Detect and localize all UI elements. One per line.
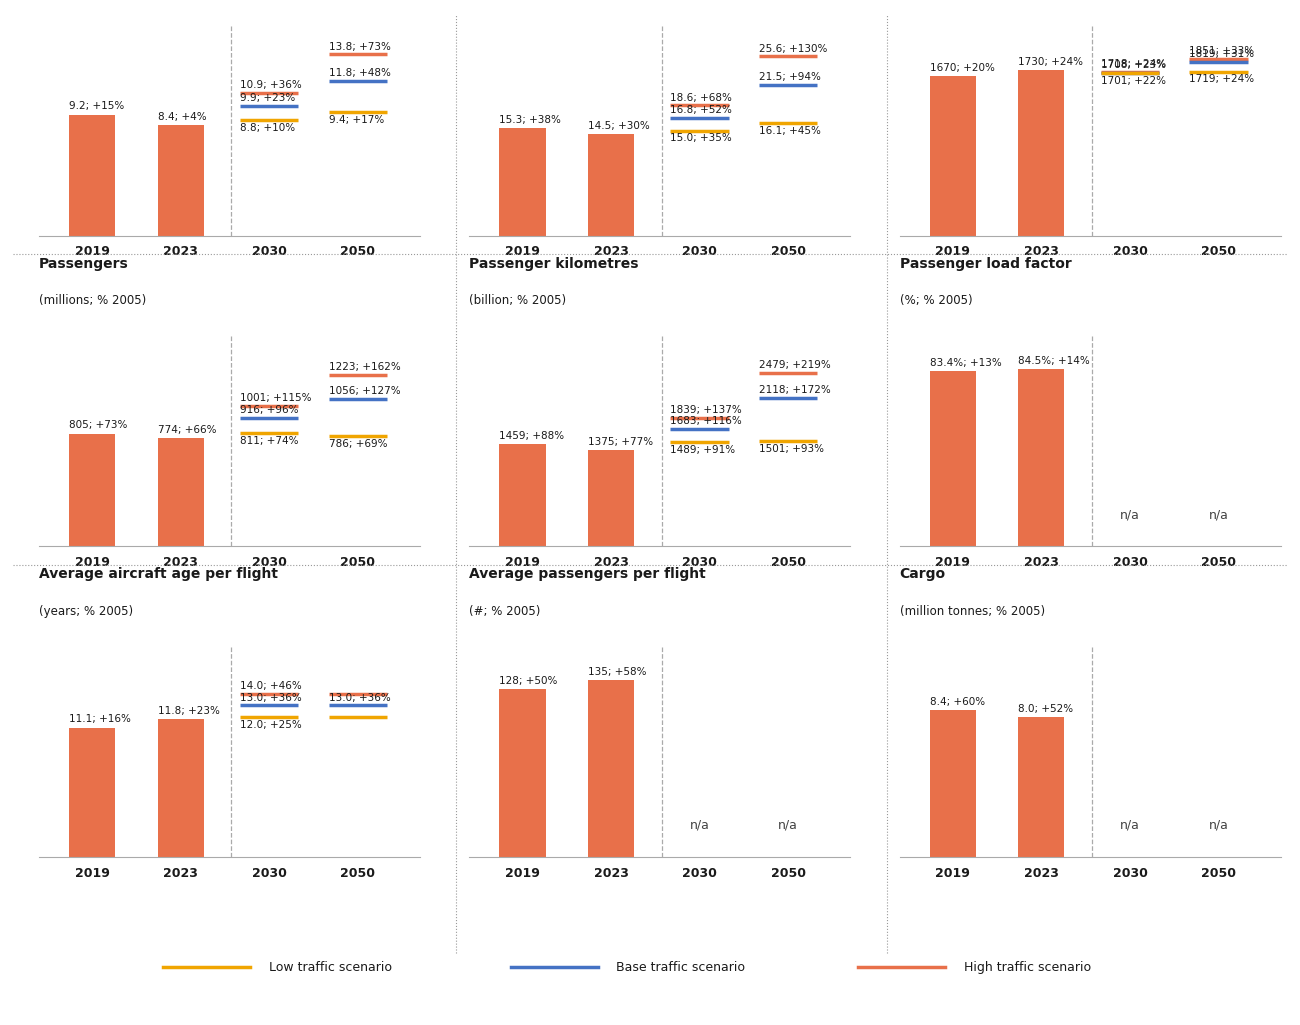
Bar [499,689,546,857]
Text: 9.4; +17%: 9.4; +17% [329,115,383,125]
Text: 1851; +33%: 1851; +33% [1190,46,1254,56]
Text: 13.0; +36%: 13.0; +36% [329,693,390,703]
Text: Passenger load factor: Passenger load factor [900,256,1071,271]
Text: 135; +58%: 135; +58% [588,666,646,676]
Bar [588,680,634,857]
Bar [499,444,546,546]
Text: 12.0; +25%: 12.0; +25% [240,720,302,730]
Text: n/a: n/a [779,819,798,832]
Text: 9.9; +23%: 9.9; +23% [240,93,295,102]
Text: 805; +73%: 805; +73% [69,420,127,430]
Text: 21.5; +94%: 21.5; +94% [759,73,820,82]
Text: n/a: n/a [1121,508,1140,521]
Text: Passenger kilometres: Passenger kilometres [469,256,638,271]
Bar [930,76,976,236]
Text: 8.8; +10%: 8.8; +10% [240,123,295,133]
Text: 1719; +24%: 1719; +24% [1190,74,1254,84]
Text: n/a: n/a [1209,819,1228,832]
Text: Passengers: Passengers [39,256,129,271]
Text: 16.8; +52%: 16.8; +52% [671,106,732,115]
Text: n/a: n/a [1209,508,1228,521]
Bar [69,434,116,546]
Text: 1375; +77%: 1375; +77% [588,437,653,447]
Text: n/a: n/a [1121,819,1140,832]
Text: 1001; +115%: 1001; +115% [240,394,312,404]
Text: 8.0; +52%: 8.0; +52% [1018,704,1074,713]
Bar [69,728,116,857]
Text: 84.5%; +14%: 84.5%; +14% [1018,356,1091,366]
Text: (million tonnes; % 2005): (million tonnes; % 2005) [900,605,1045,618]
Text: 2479; +219%: 2479; +219% [759,360,831,370]
Text: 14.5; +30%: 14.5; +30% [588,121,650,131]
Text: High traffic scenario: High traffic scenario [963,960,1091,974]
Text: 1056; +127%: 1056; +127% [329,385,400,396]
Text: 25.6; +130%: 25.6; +130% [759,44,827,53]
Text: (years; % 2005): (years; % 2005) [39,605,133,618]
Text: n/a: n/a [690,819,710,832]
Text: 1670; +20%: 1670; +20% [930,63,994,73]
Text: 1701; +22%: 1701; +22% [1101,76,1166,86]
Bar [930,710,976,857]
Text: 1708; +23%: 1708; +23% [1101,59,1166,70]
Text: (billion; % 2005): (billion; % 2005) [469,294,567,307]
Text: 11.8; +23%: 11.8; +23% [157,706,220,716]
Text: 15.3; +38%: 15.3; +38% [499,115,562,125]
Text: 9.2; +15%: 9.2; +15% [69,101,125,112]
Text: 10.9; +36%: 10.9; +36% [240,80,302,90]
Text: 1223; +162%: 1223; +162% [329,363,400,372]
Bar [499,128,546,236]
Bar [69,115,116,236]
Text: (%; % 2005): (%; % 2005) [900,294,972,307]
Text: 811; +74%: 811; +74% [240,436,299,446]
Text: 1839; +137%: 1839; +137% [671,405,742,415]
Text: 8.4; +4%: 8.4; +4% [157,112,207,122]
Text: 8.4; +60%: 8.4; +60% [930,697,985,707]
Text: 774; +66%: 774; +66% [157,424,216,435]
Text: 16.1; +45%: 16.1; +45% [759,126,820,135]
Bar [157,125,204,236]
Bar [1018,718,1065,857]
Bar [588,134,634,236]
Text: 83.4%; +13%: 83.4%; +13% [930,358,1001,368]
Bar [1018,71,1065,236]
Text: Low traffic scenario: Low traffic scenario [269,960,391,974]
Text: Base traffic scenario: Base traffic scenario [616,960,745,974]
Text: (millions; % 2005): (millions; % 2005) [39,294,146,307]
Text: 1489; +91%: 1489; +91% [671,445,736,455]
Text: 1819; +31%: 1819; +31% [1190,49,1254,59]
Text: (#; % 2005): (#; % 2005) [469,605,541,618]
Text: 1459; +88%: 1459; +88% [499,430,564,441]
Bar [157,720,204,857]
Text: Cargo: Cargo [900,568,946,581]
Text: 11.8; +48%: 11.8; +48% [329,68,390,78]
Text: 11.1; +16%: 11.1; +16% [69,714,131,725]
Text: 1718; +24%: 1718; +24% [1101,58,1166,69]
Text: 128; +50%: 128; +50% [499,675,558,686]
Text: 1501; +93%: 1501; +93% [759,444,824,454]
Text: 2118; +172%: 2118; +172% [759,385,831,396]
Text: 13.8; +73%: 13.8; +73% [329,42,390,51]
Text: 13.0; +36%: 13.0; +36% [240,693,302,703]
Text: 15.0; +35%: 15.0; +35% [671,133,732,144]
Text: 1683; +116%: 1683; +116% [671,416,742,425]
Bar [930,371,976,546]
Text: 18.6; +68%: 18.6; +68% [671,92,732,103]
Text: Average aircraft age per flight: Average aircraft age per flight [39,568,278,581]
Text: Average passengers per flight: Average passengers per flight [469,568,706,581]
Text: 786; +69%: 786; +69% [329,439,387,449]
Text: 916; +96%: 916; +96% [240,405,299,415]
Bar [157,438,204,546]
Bar [588,450,634,546]
Text: 1730; +24%: 1730; +24% [1018,57,1083,67]
Text: 14.0; +46%: 14.0; +46% [240,681,302,691]
Bar [1018,369,1065,546]
